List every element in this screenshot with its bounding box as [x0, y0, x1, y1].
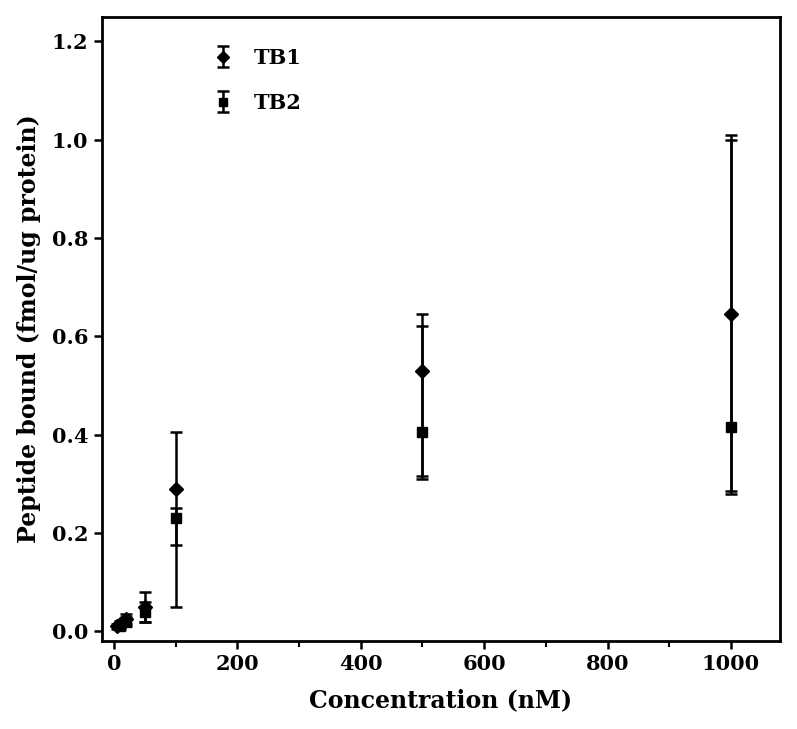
- Y-axis label: Peptide bound (fmol/ug protein): Peptide bound (fmol/ug protein): [17, 114, 41, 543]
- X-axis label: Concentration (nM): Concentration (nM): [309, 688, 572, 712]
- Legend: TB1, TB2: TB1, TB2: [194, 39, 310, 121]
